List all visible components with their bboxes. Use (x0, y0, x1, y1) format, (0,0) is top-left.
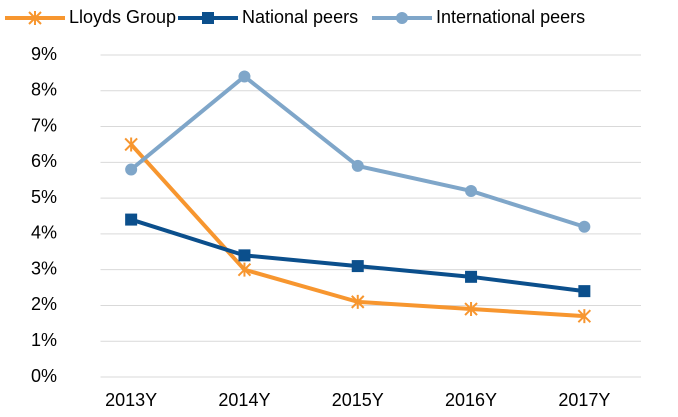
marker (578, 220, 591, 233)
y-tick-label: 2% (31, 294, 57, 314)
marker (237, 262, 252, 277)
x-tick-label: 2015Y (332, 390, 384, 410)
marker (124, 137, 138, 152)
y-tick-label: 9% (31, 44, 57, 64)
series-line (130, 217, 585, 294)
marker (238, 70, 251, 83)
x-tick-label: 2013Y (105, 390, 157, 410)
legend-label: Lloyds Group (69, 7, 176, 27)
marker (351, 260, 364, 273)
marker (238, 249, 251, 262)
legend-label: National peers (242, 7, 358, 27)
marker (351, 294, 365, 309)
marker (465, 184, 478, 197)
series-line (129, 74, 585, 229)
marker (125, 213, 138, 226)
marker (464, 302, 478, 317)
marker (578, 285, 591, 298)
marker (351, 159, 364, 172)
marker (28, 11, 42, 25)
y-tick-label: 3% (31, 258, 57, 278)
legend-label: International peers (436, 7, 585, 27)
marker (577, 309, 592, 324)
marker (396, 12, 408, 24)
marker (125, 163, 138, 176)
x-tick-label: 2016Y (445, 390, 497, 410)
y-tick-label: 6% (31, 151, 57, 171)
x-tick-label: 2014Y (218, 390, 270, 410)
y-tick-label: 5% (31, 187, 57, 207)
marker (202, 12, 214, 24)
y-tick-label: 7% (31, 115, 57, 135)
y-tick-label: 0% (31, 366, 57, 386)
y-tick-label: 4% (31, 223, 57, 243)
y-tick-label: 1% (31, 330, 57, 350)
y-tick-label: 8% (31, 80, 57, 100)
x-tick-label: 2017Y (558, 390, 610, 410)
marker (465, 270, 478, 283)
